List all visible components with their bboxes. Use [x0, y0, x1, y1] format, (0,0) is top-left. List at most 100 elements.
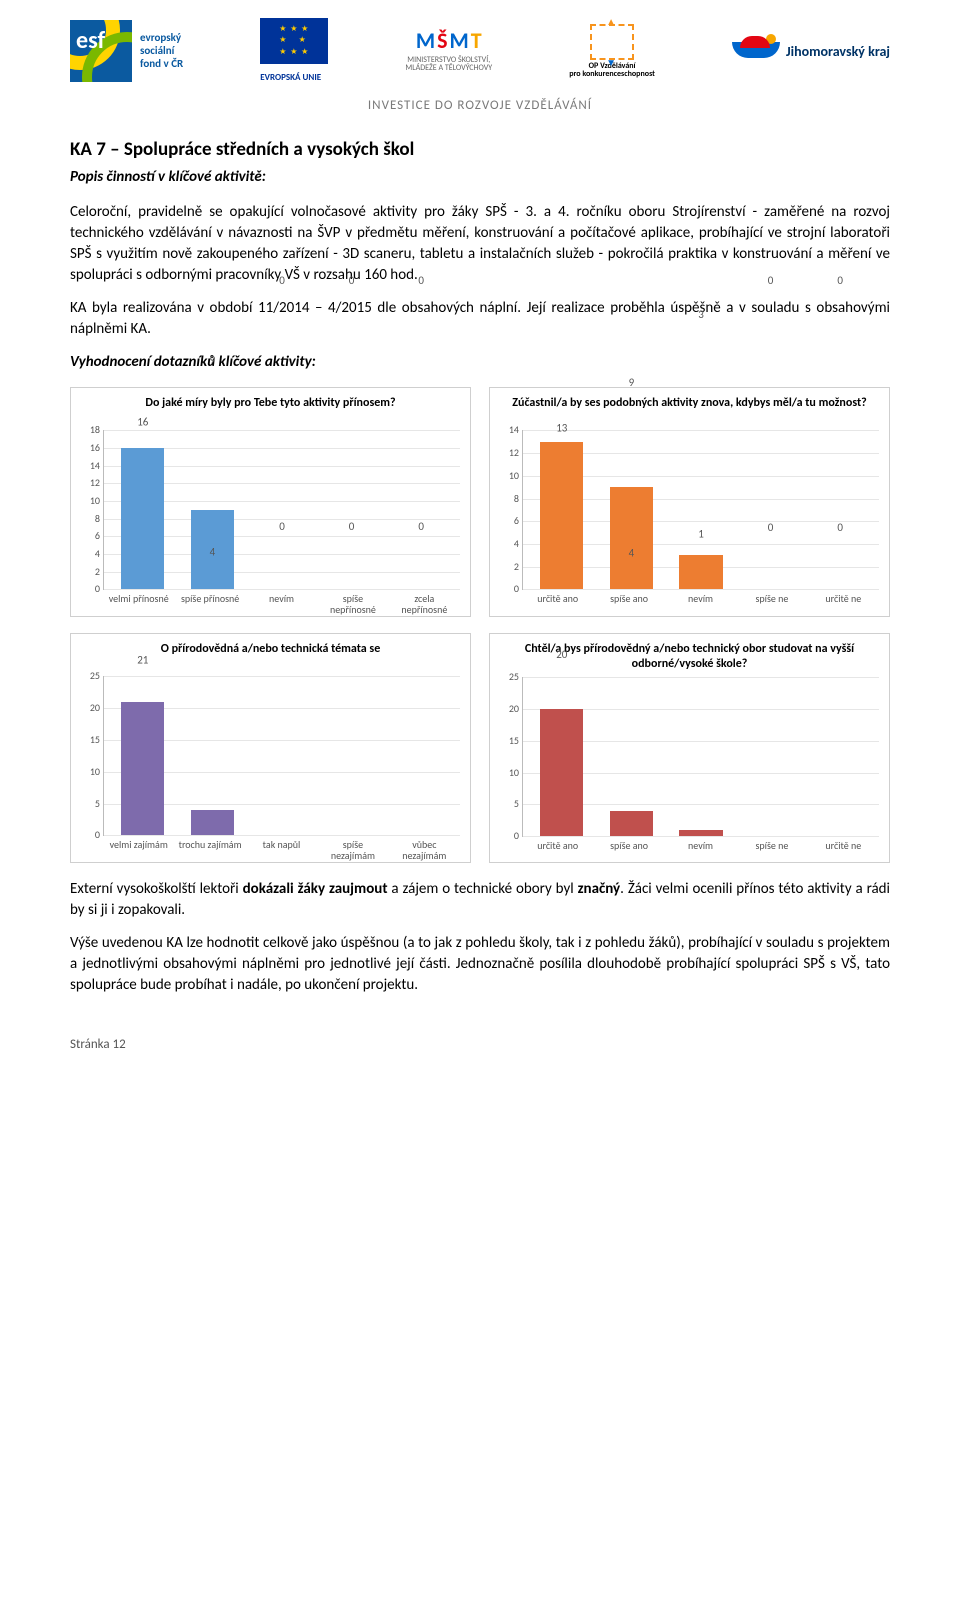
- paragraph-3: Externí vysokoškolští lektoři dokázali ž…: [70, 879, 890, 921]
- opvk-icon: [590, 24, 634, 60]
- bar-value-label: 0: [349, 273, 355, 430]
- msmt-text: MINISTERSTVO ŠKOLSTVÍ, MLÁDEŽE A TĚLOVÝC…: [405, 56, 492, 74]
- ytick: 0: [82, 828, 100, 842]
- paragraph-4: Výše uvedenou KA lze hodnotit celkově ja…: [70, 933, 890, 996]
- logo-bar: esf evropský sociální fond v ČR ★ ★ ★★ ★…: [70, 0, 890, 91]
- bar: 13: [527, 430, 597, 589]
- x-label: spíše ne: [736, 837, 807, 851]
- msmt-icon: MŠMT: [405, 29, 492, 53]
- chart-area: 0510152025204100: [522, 677, 879, 837]
- logo-jmk: Jihomoravský kraj: [732, 36, 890, 66]
- ytick: 8: [82, 512, 100, 526]
- ytick: 5: [501, 797, 519, 811]
- logo-msmt: MŠMT MINISTERSTVO ŠKOLSTVÍ, MLÁDEŽE A TĚ…: [405, 29, 492, 73]
- x-label: velmi zajímám: [103, 836, 174, 861]
- bar: 0: [317, 676, 387, 835]
- ytick: 16: [82, 441, 100, 455]
- bar-value-label: 0: [418, 273, 424, 430]
- x-label: určitě ne: [808, 590, 879, 604]
- ytick: 15: [501, 734, 519, 748]
- x-label: určitě ano: [522, 590, 593, 604]
- section-title: KA 7 – Spolupráce středních a vysokých š…: [70, 137, 890, 164]
- bar: 16: [108, 430, 178, 589]
- page-footer: Stránka 12: [70, 1036, 890, 1054]
- esf-text: evropský sociální fond v ČR: [140, 32, 183, 70]
- bar: 0: [805, 677, 875, 836]
- chart-c4: Chtěl/a bys přírodovědný a/nebo technick…: [489, 633, 890, 863]
- chart-c2: Zúčastnil/a by ses podobných aktivity zn…: [489, 387, 890, 617]
- bar-value-label: 21: [137, 653, 148, 676]
- bar-value-label: 1: [698, 527, 704, 678]
- bar-value-label: 0: [279, 519, 285, 676]
- bar: 0: [247, 676, 317, 835]
- x-label: vůbec nezajímám: [389, 836, 460, 861]
- bar-value-label: 0: [768, 520, 774, 677]
- ytick: 10: [501, 766, 519, 780]
- bar-value-label: 0: [279, 273, 285, 430]
- bar-value-label: 16: [137, 415, 148, 431]
- ytick: 8: [501, 492, 519, 506]
- bar: 0: [386, 676, 456, 835]
- x-axis-labels: určitě anospíše anonevímspíše neurčitě n…: [522, 837, 879, 851]
- ytick: 20: [501, 702, 519, 716]
- ytick: 5: [82, 797, 100, 811]
- bar-value-label: 4: [210, 545, 216, 677]
- bar-value-label: 20: [556, 647, 567, 677]
- chart-area: 0510152025214000: [103, 676, 460, 836]
- bar: 4: [597, 677, 667, 836]
- eu-label: EVROPSKÁ UNIE: [260, 72, 321, 85]
- x-label: spíše nezajímám: [317, 836, 388, 861]
- ytick: 4: [501, 537, 519, 551]
- ytick: 2: [501, 560, 519, 574]
- ytick: 4: [82, 547, 100, 561]
- bar: 21: [108, 676, 178, 835]
- x-label: velmi přínosné: [103, 590, 174, 615]
- bar-value-label: 9: [210, 353, 216, 431]
- jmk-icon: [732, 36, 780, 66]
- ytick: 10: [82, 494, 100, 508]
- bar: 4: [178, 676, 248, 835]
- investice-tagline: INVESTICE DO ROZVOJE VZDĚLÁVÁNÍ: [70, 97, 890, 115]
- ytick: 25: [82, 669, 100, 683]
- x-label: určitě ne: [808, 837, 879, 851]
- x-label: určitě ano: [522, 837, 593, 851]
- ytick: 6: [501, 514, 519, 528]
- ytick: 2: [82, 565, 100, 579]
- bar-value-label: 4: [629, 546, 635, 678]
- x-label: zcela nepřínosné: [389, 590, 460, 615]
- ytick: 10: [501, 469, 519, 483]
- ytick: 20: [82, 701, 100, 715]
- bar: 1: [666, 677, 736, 836]
- logo-eu: ★ ★ ★★ ★★ ★ ★ EVROPSKÁ UNIE: [260, 18, 328, 85]
- eu-flag-icon: ★ ★ ★★ ★★ ★ ★: [260, 18, 328, 64]
- ytick: 0: [501, 582, 519, 596]
- ytick: 15: [82, 733, 100, 747]
- x-axis-labels: velmi zajímámtrochu zajímámtak napůlspíš…: [103, 836, 460, 861]
- bar: 0: [736, 677, 806, 836]
- bar-value-label: 3: [698, 307, 704, 430]
- x-label: tak napůl: [246, 836, 317, 861]
- bar-value-label: 0: [768, 273, 774, 430]
- bar-value-label: 0: [837, 273, 843, 430]
- ytick: 0: [501, 829, 519, 843]
- chart-c3: O přírodovědná a/nebo technická témata s…: [70, 633, 471, 863]
- bar-value-label: 9: [629, 376, 635, 431]
- chart-c1: Do jaké míry byly pro Tebe tyto aktivity…: [70, 387, 471, 617]
- ytick: 0: [82, 582, 100, 596]
- x-label: trochu zajímám: [174, 836, 245, 861]
- x-label: spíše ano: [593, 837, 664, 851]
- bar-value-label: 13: [556, 421, 567, 430]
- x-label: nevím: [665, 837, 736, 851]
- ytick: 14: [82, 459, 100, 473]
- ytick: 14: [501, 423, 519, 437]
- subheading: Popis činností v klíčové aktivitě:: [70, 167, 890, 188]
- bar: 20: [527, 677, 597, 836]
- bar-value-label: 0: [418, 519, 424, 676]
- bar-value-label: 0: [837, 520, 843, 677]
- ytick: 6: [82, 529, 100, 543]
- ytick: 12: [82, 476, 100, 490]
- esf-icon: esf: [70, 20, 132, 82]
- ytick: 10: [82, 765, 100, 779]
- logo-esf: esf evropský sociální fond v ČR: [70, 20, 183, 82]
- chart-row-2: O přírodovědná a/nebo technická témata s…: [70, 633, 890, 863]
